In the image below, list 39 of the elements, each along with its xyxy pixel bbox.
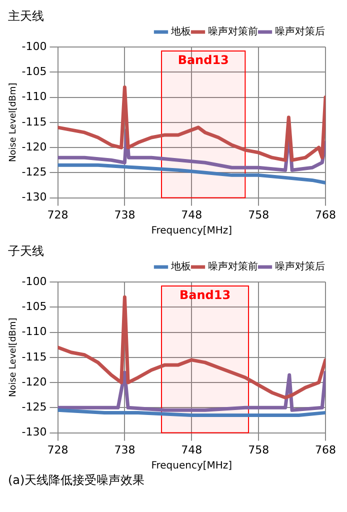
x-tick-label: 768 [315,208,336,222]
legend-label: 地板 [170,260,191,273]
legend-label: 噪声对策前 [208,26,258,38]
y-tick-label: -115 [22,115,47,128]
x-tick-label: 748 [181,208,202,222]
x-tick-label: 738 [114,443,136,456]
y-tick-label: -110 [22,90,47,104]
band-label: Band13 [179,288,231,302]
y-tick-label: -100 [22,40,47,53]
y-tick-label: -130 [22,190,47,204]
chart-title: 子天线 [8,243,45,260]
y-tick-label: -105 [22,64,47,78]
legend-label: 噪声对策后 [275,260,325,273]
x-tick-label: 758 [248,208,270,222]
y-tick-label: -130 [22,426,47,439]
text: (a)天线降低接受噪声效果 [8,472,146,489]
y-tick-label: -120 [22,375,47,388]
y-tick-label: -115 [22,350,47,364]
x-tick-label: 748 [181,443,202,456]
chart-title: 主天线 [8,8,45,25]
legend-label: 噪声对策后 [275,26,325,38]
y-tick-label: -100 [22,274,47,288]
x-tick-label: 728 [47,208,68,222]
x-tick-label: 768 [315,443,336,456]
y-tick-label: -125 [22,166,47,179]
y-axis-title: Noise Level[dBm] [8,318,19,398]
legend-label: 地板 [170,26,191,38]
y-axis-title: Noise Level[dBm] [8,82,19,162]
legend-label: 噪声对策前 [208,260,258,273]
x-axis-title: Frequency[MHz] [151,226,232,237]
x-tick-label: 758 [248,443,270,456]
y-tick-label: -120 [22,140,47,154]
band-label: Band13 [178,53,229,68]
y-tick-label: -125 [22,400,47,414]
y-tick-label: -110 [22,325,47,338]
y-tick-label: -105 [22,300,47,313]
x-axis-title: Frequency[MHz] [151,460,232,472]
x-tick-label: 728 [47,443,68,456]
x-tick-label: 738 [114,208,136,222]
